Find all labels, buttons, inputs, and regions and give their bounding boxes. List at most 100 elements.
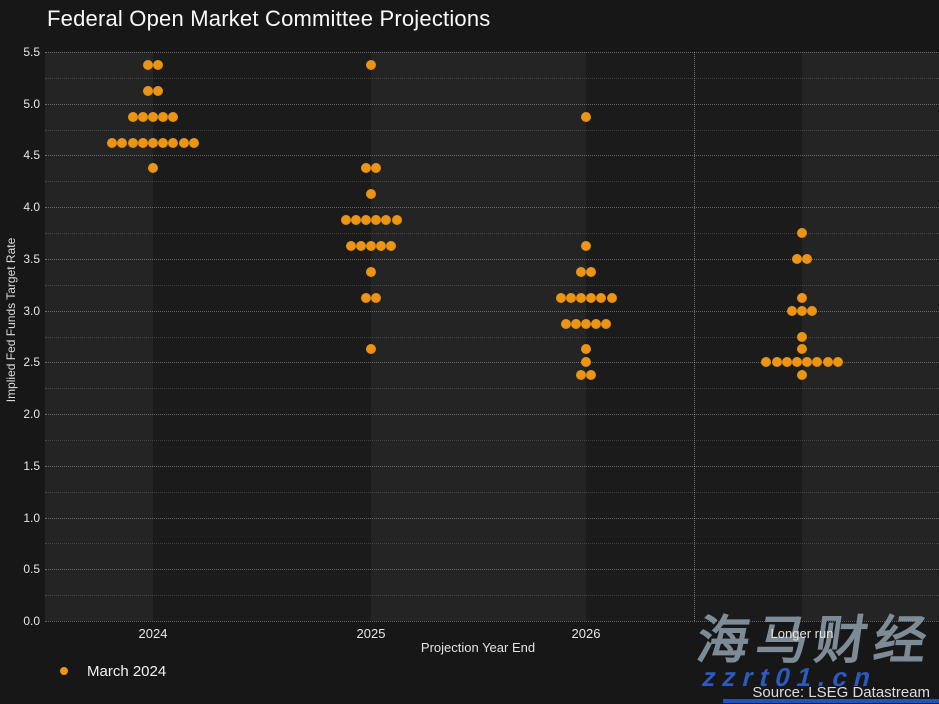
y-axis-tick-label: 1.5 xyxy=(23,458,40,473)
projection-dot xyxy=(355,240,366,251)
projection-dot xyxy=(127,137,138,148)
projection-dot xyxy=(581,240,591,251)
projection-dot xyxy=(158,111,169,122)
x-axis-title: Projection Year End xyxy=(420,640,536,655)
projection-dot xyxy=(366,59,376,70)
gridline xyxy=(45,388,939,390)
projection-dot xyxy=(560,318,571,329)
y-axis-tick-label: 4.0 xyxy=(23,200,40,215)
gridline xyxy=(45,336,939,338)
projection-dot xyxy=(153,85,164,96)
gridline xyxy=(45,77,939,79)
projection-dot xyxy=(771,357,782,368)
gridline xyxy=(45,103,939,105)
projection-dot xyxy=(366,344,376,355)
gridline xyxy=(45,543,939,545)
x-axis-tick-label: 2025 xyxy=(356,626,386,641)
y-axis-tick-label: 5.5 xyxy=(23,45,40,59)
projection-dot xyxy=(797,370,807,381)
x-axis-tick-label: 2026 xyxy=(571,626,601,641)
projection-dot xyxy=(575,266,586,277)
y-axis-tick-label: 2.0 xyxy=(23,407,40,422)
projection-dot xyxy=(360,215,371,226)
projection-dot xyxy=(168,137,179,148)
projection-dot xyxy=(791,253,802,264)
projection-dot xyxy=(371,292,382,303)
projection-dot xyxy=(581,111,591,122)
projection-dot xyxy=(340,215,351,226)
source-credit: Source: LSEG Datastream xyxy=(752,684,930,701)
projection-dot xyxy=(581,344,591,355)
gridline xyxy=(45,517,939,519)
gridline xyxy=(45,491,939,493)
legend-label: March 2024 xyxy=(87,662,167,680)
projection-dot xyxy=(581,318,591,329)
legend-marker-icon xyxy=(60,667,68,675)
projection-dot xyxy=(142,59,153,70)
projection-dot xyxy=(601,318,612,329)
gridline xyxy=(45,233,939,235)
projection-dot xyxy=(812,357,823,368)
projection-dot xyxy=(148,137,158,148)
gridline xyxy=(45,181,939,183)
projection-dot xyxy=(596,292,607,303)
projection-dot xyxy=(188,137,199,148)
projection-dot xyxy=(797,344,807,355)
y-axis-tick-label: 1.0 xyxy=(23,510,40,525)
projection-dot xyxy=(371,215,382,226)
gridline xyxy=(45,595,939,597)
gridline xyxy=(45,52,939,53)
x-axis-tick-label: 2024 xyxy=(138,626,168,641)
longer-run-separator xyxy=(694,52,695,621)
projection-dot xyxy=(371,163,382,174)
projection-dot xyxy=(360,163,371,174)
projection-dot xyxy=(366,266,376,277)
projection-dot xyxy=(575,292,586,303)
projection-dot xyxy=(586,292,597,303)
projection-dot xyxy=(148,111,158,122)
projection-dot xyxy=(786,305,797,316)
projection-dot xyxy=(570,318,581,329)
projection-dot xyxy=(366,189,376,200)
projection-dot xyxy=(350,215,361,226)
gridline xyxy=(45,310,939,312)
projection-dot xyxy=(376,240,387,251)
y-axis-tick-label: 3.5 xyxy=(23,251,40,266)
projection-dot xyxy=(153,59,164,70)
projection-dot xyxy=(807,305,818,316)
projection-dot xyxy=(581,357,591,368)
gridline xyxy=(45,284,939,286)
gridline xyxy=(45,414,939,416)
y-axis-tick-label: 0.0 xyxy=(23,614,40,628)
projection-dot xyxy=(791,357,802,368)
projection-dot xyxy=(797,305,807,316)
gridline xyxy=(45,439,939,441)
gridline xyxy=(45,465,939,467)
plot-background-band xyxy=(586,52,802,621)
gridline xyxy=(45,569,939,571)
plot-background-band xyxy=(153,52,371,621)
projection-dot xyxy=(148,163,158,174)
projection-dot xyxy=(117,137,128,148)
projection-dot xyxy=(345,240,356,251)
gridline xyxy=(45,362,939,364)
projection-dot xyxy=(168,111,179,122)
projection-dot xyxy=(137,111,148,122)
projection-dot xyxy=(797,331,807,342)
watermark-underline xyxy=(723,699,939,703)
projection-dot xyxy=(386,240,397,251)
gridline xyxy=(45,155,939,157)
projection-dot xyxy=(832,357,843,368)
projection-dot xyxy=(158,137,169,148)
gridline xyxy=(45,621,939,622)
projection-dot xyxy=(586,370,597,381)
projection-dot xyxy=(591,318,602,329)
projection-dot xyxy=(606,292,617,303)
y-axis-tick-label: 2.5 xyxy=(23,355,40,370)
y-axis-tick-label: 4.5 xyxy=(23,148,40,163)
projection-dot xyxy=(142,85,153,96)
y-axis-tick-label: 5.0 xyxy=(23,96,40,111)
projection-dot xyxy=(797,292,807,303)
x-axis-tick-label: Longer run xyxy=(770,626,834,641)
